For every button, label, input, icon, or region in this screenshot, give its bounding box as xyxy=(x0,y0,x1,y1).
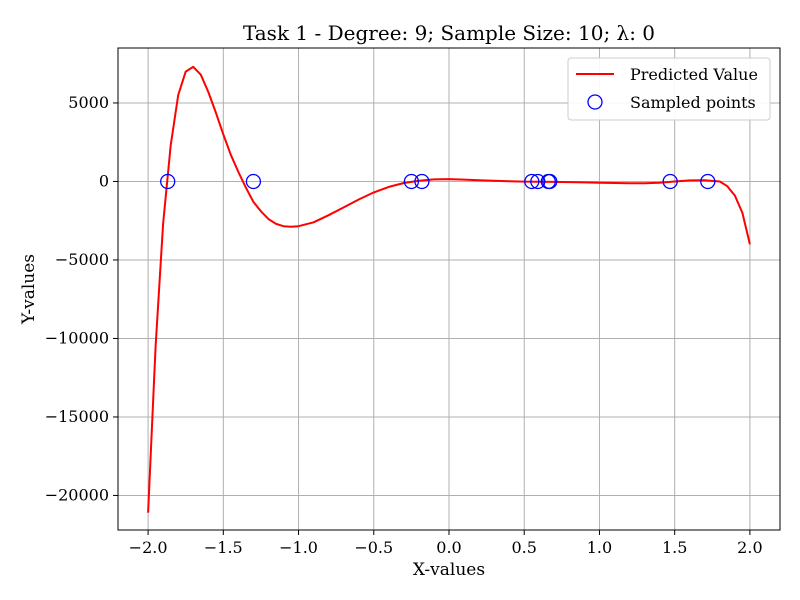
y-axis-label: Y-values xyxy=(19,254,39,325)
legend-label-sampled: Sampled points xyxy=(630,93,756,112)
y-tick-label: 5000 xyxy=(68,93,109,112)
legend-box xyxy=(567,57,771,121)
sampled-point xyxy=(414,173,430,190)
x-tick-label: −1.5 xyxy=(204,538,243,557)
x-tick-label: −1.0 xyxy=(279,538,318,557)
y-tick-label: 0 xyxy=(99,171,109,190)
axis-ticks: −2.0 −1.5 −1.0 −0.5 0.0 0.5 1.0 1.5 2.0 5000 0 −500… xyxy=(45,93,763,557)
x-tick-label: 1.5 xyxy=(662,538,687,557)
y-tick-label: −15000 xyxy=(45,407,109,426)
legend-label-predicted: Predicted Value xyxy=(630,65,758,84)
y-tick-label: −10000 xyxy=(45,328,109,347)
sampled-point xyxy=(524,173,540,190)
sampled-point xyxy=(403,173,420,190)
gridlines xyxy=(118,48,780,530)
sampled-point xyxy=(662,173,678,190)
legend-circle-marker xyxy=(587,94,603,110)
x-tick-label: 0.0 xyxy=(436,538,461,557)
chart-title: Task 1 - Degree: 9; Sample Size: 10; λ: … xyxy=(243,21,655,45)
x-axis-label: X-values xyxy=(413,560,485,580)
x-tick-label: 0.5 xyxy=(512,538,537,557)
x-tick-label: −2.0 xyxy=(129,538,168,557)
legend: Predicted Value Sampled points xyxy=(567,57,771,121)
y-tick-label: −5000 xyxy=(55,250,109,269)
sampled-point xyxy=(530,173,546,190)
sampled-point xyxy=(700,173,716,190)
x-tick-label: 2.0 xyxy=(737,538,762,557)
sampled-point xyxy=(542,173,558,190)
sampled-point xyxy=(245,173,262,190)
predicted-value-line xyxy=(147,65,751,513)
x-tick-label: 1.0 xyxy=(587,538,612,557)
plot-area xyxy=(147,65,751,513)
y-tick-label: −20000 xyxy=(45,485,109,504)
x-tick-label: −0.5 xyxy=(354,538,393,557)
sampled-point xyxy=(160,173,176,190)
